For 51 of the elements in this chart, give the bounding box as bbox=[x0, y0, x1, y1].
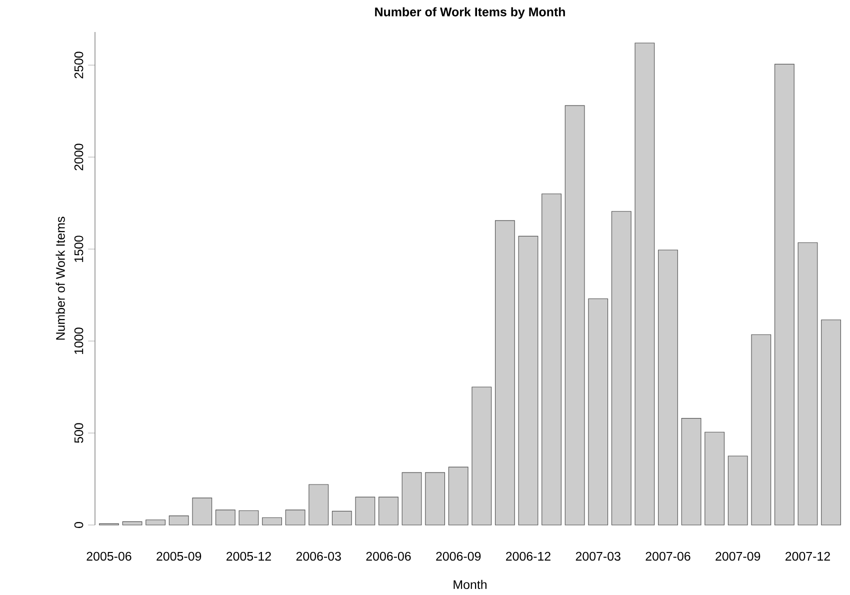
bar bbox=[634, 42, 655, 526]
bar bbox=[798, 242, 818, 526]
bar bbox=[588, 298, 608, 526]
bar bbox=[355, 496, 376, 526]
bar bbox=[658, 250, 678, 526]
bar bbox=[262, 517, 282, 526]
bar bbox=[308, 484, 329, 526]
bar bbox=[192, 498, 212, 526]
bar bbox=[728, 456, 748, 526]
x-tick-label: 2005-09 bbox=[156, 552, 202, 561]
bar bbox=[494, 220, 515, 526]
x-tick-label: 2005-12 bbox=[226, 552, 271, 561]
bar bbox=[611, 211, 632, 526]
bar bbox=[378, 496, 398, 526]
bar bbox=[146, 520, 166, 526]
bar bbox=[122, 521, 142, 526]
bar bbox=[332, 510, 352, 526]
x-axis-title: Month bbox=[454, 580, 486, 590]
x-tick-label: 2007-12 bbox=[786, 552, 830, 561]
y-tick-label: 2500 bbox=[74, 52, 84, 78]
bar bbox=[564, 105, 585, 526]
y-tick-label: 500 bbox=[74, 423, 84, 443]
y-tick-label: 1000 bbox=[74, 328, 84, 354]
y-tick-label: 2000 bbox=[74, 144, 84, 170]
y-tick-label: 0 bbox=[74, 522, 84, 528]
x-tick-label: 2006-06 bbox=[366, 552, 411, 561]
bar bbox=[704, 432, 725, 526]
x-tick-label: 2007-06 bbox=[646, 552, 690, 561]
bar bbox=[518, 236, 538, 526]
bar bbox=[285, 510, 306, 526]
x-tick-label: 2007-09 bbox=[716, 552, 760, 561]
x-tick-label: 2006-03 bbox=[296, 552, 341, 561]
x-tick-label: 2007-03 bbox=[576, 552, 620, 561]
bar bbox=[448, 466, 468, 526]
x-tick-label: 2006-12 bbox=[506, 552, 550, 561]
bar bbox=[751, 334, 772, 526]
bar bbox=[238, 510, 259, 526]
bar bbox=[425, 472, 446, 526]
bar bbox=[821, 320, 841, 526]
bar bbox=[542, 194, 562, 526]
y-tick-label: 1500 bbox=[74, 236, 84, 262]
x-tick-label: 2005-06 bbox=[86, 552, 132, 561]
bar bbox=[774, 64, 794, 526]
chart-title: Number of Work Items by Month bbox=[375, 7, 565, 19]
x-tick-label: 2006-09 bbox=[436, 552, 481, 561]
bar bbox=[215, 510, 236, 526]
bar bbox=[402, 472, 422, 526]
bar bbox=[168, 516, 189, 526]
bar bbox=[681, 418, 702, 526]
y-axis-title: Number of Work Items bbox=[56, 216, 65, 340]
bar bbox=[472, 386, 492, 526]
